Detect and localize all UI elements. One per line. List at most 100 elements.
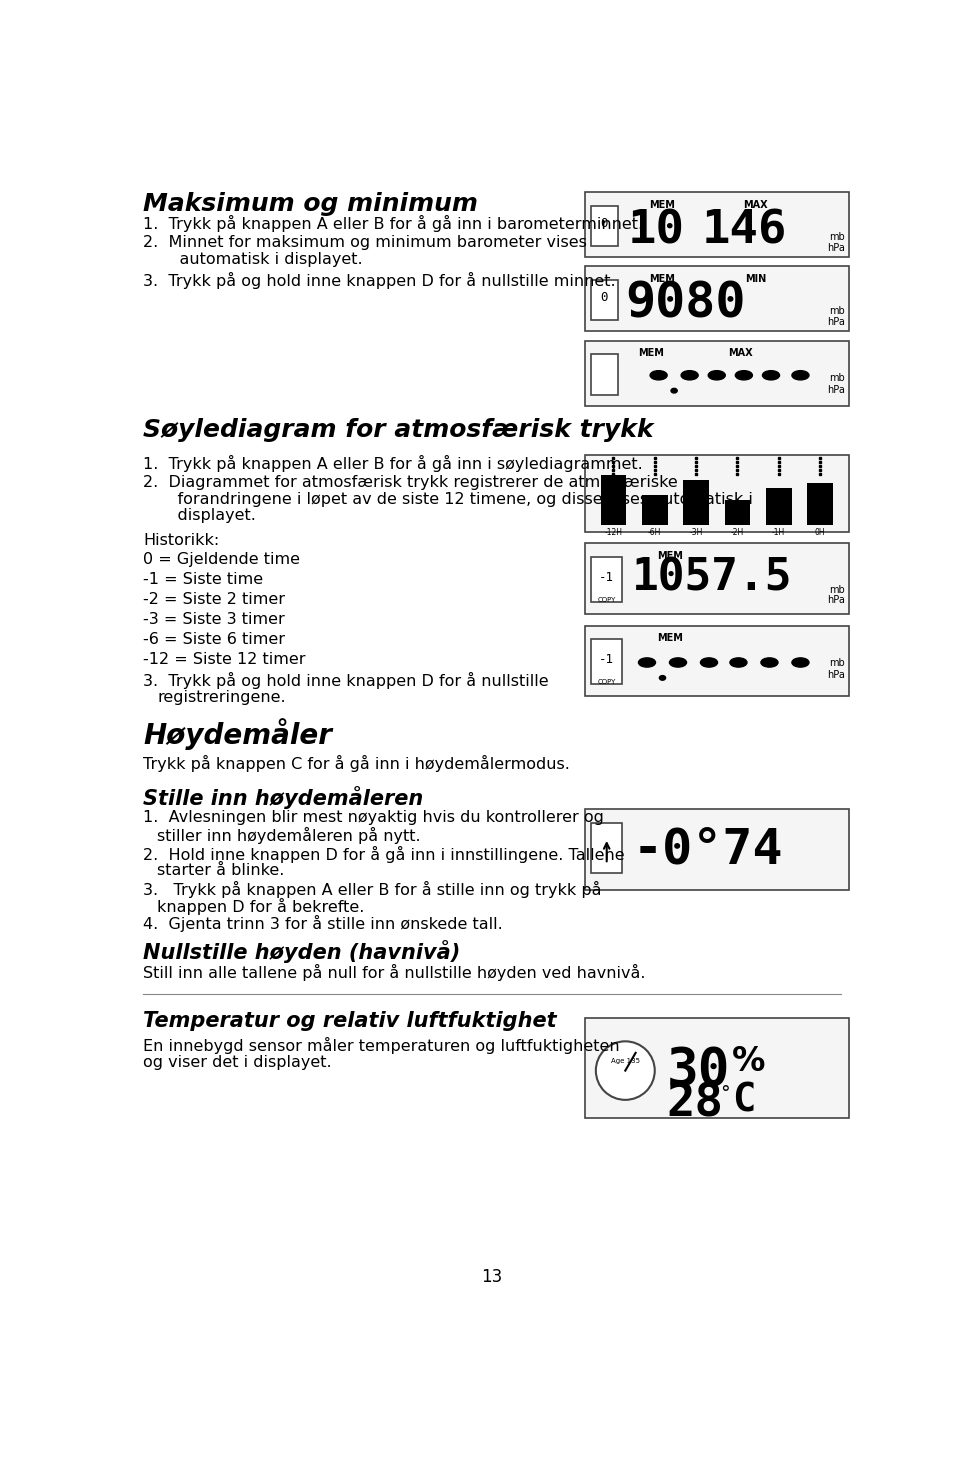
Text: 10: 10	[628, 209, 684, 254]
Bar	[725, 500, 751, 525]
Text: 1.  Trykk på knappen A eller B for å gå inn i barometerminnet.: 1. Trykk på knappen A eller B for å gå i…	[143, 214, 643, 232]
Bar	[766, 487, 792, 525]
Bar	[591, 557, 622, 601]
Bar	[585, 808, 849, 890]
Bar	[642, 496, 667, 525]
Text: Nullstille høyden (havnivå): Nullstille høyden (havnivå)	[143, 940, 461, 963]
Bar	[585, 626, 849, 696]
Ellipse shape	[761, 658, 778, 667]
Text: 2.  Hold inne knappen D for å gå inn i innstillingene. Tallene: 2. Hold inne knappen D for å gå inn i in…	[143, 846, 625, 862]
Text: mb: mb	[828, 232, 845, 242]
Text: MIN: MIN	[745, 274, 766, 283]
Text: 0H: 0H	[815, 528, 826, 537]
Text: Maksimum og minimum: Maksimum og minimum	[143, 193, 478, 216]
Bar	[591, 206, 617, 247]
Text: MEM: MEM	[658, 633, 684, 643]
Circle shape	[596, 1042, 655, 1100]
Bar	[807, 483, 833, 525]
Text: 4.  Gjenta trinn 3 for å stille inn ønskede tall.: 4. Gjenta trinn 3 for å stille inn ønske…	[143, 915, 503, 932]
Text: COPY: COPY	[597, 597, 616, 603]
Text: Trykk på knappen C for å gå inn i høydemålermodus.: Trykk på knappen C for å gå inn i høydem…	[143, 754, 570, 772]
Ellipse shape	[660, 676, 665, 680]
Text: displayet.: displayet.	[157, 509, 256, 524]
Text: hPa: hPa	[827, 595, 845, 605]
Text: Høydemåler: Høydemåler	[143, 718, 332, 750]
Text: Stille inn høydemåleren: Stille inn høydemåleren	[143, 786, 423, 808]
Text: -6 = Siste 6 timer: -6 = Siste 6 timer	[143, 632, 285, 646]
Text: -1: -1	[599, 654, 614, 665]
Text: -2 = Siste 2 timer: -2 = Siste 2 timer	[143, 592, 285, 607]
Bar	[585, 543, 849, 614]
Text: -3 = Siste 3 timer: -3 = Siste 3 timer	[143, 611, 285, 627]
Text: MAX: MAX	[728, 349, 753, 359]
Text: hPa: hPa	[827, 385, 845, 395]
Text: hPa: hPa	[827, 317, 845, 327]
Text: -12 = Siste 12 timer: -12 = Siste 12 timer	[143, 652, 305, 667]
Text: 1057.5: 1057.5	[632, 557, 792, 600]
Ellipse shape	[638, 658, 656, 667]
Text: -3H: -3H	[689, 528, 703, 537]
Text: 0: 0	[601, 217, 608, 231]
Text: MEM: MEM	[650, 274, 676, 283]
Text: 3.  Trykk på og hold inne knappen D for å nullstille minnet.: 3. Trykk på og hold inne knappen D for å…	[143, 271, 616, 289]
Text: 28: 28	[666, 1081, 724, 1126]
Text: starter å blinke.: starter å blinke.	[157, 862, 284, 878]
Bar	[585, 340, 849, 406]
Text: 2.  Diagrammet for atmosfærisk trykk registrerer de atmosfæriske: 2. Diagrammet for atmosfærisk trykk regi…	[143, 474, 678, 490]
Ellipse shape	[681, 371, 698, 379]
Text: -2H: -2H	[731, 528, 744, 537]
Ellipse shape	[669, 658, 686, 667]
Text: registreringene.: registreringene.	[157, 690, 286, 705]
Bar	[585, 193, 849, 257]
Ellipse shape	[792, 658, 809, 667]
Text: hPa: hPa	[827, 670, 845, 680]
Text: mb: mb	[828, 374, 845, 382]
Bar	[591, 823, 622, 872]
Text: MEM: MEM	[650, 200, 676, 210]
Text: Age 135: Age 135	[611, 1058, 639, 1064]
Ellipse shape	[762, 371, 780, 379]
Text: MEM: MEM	[638, 349, 663, 359]
Ellipse shape	[708, 371, 725, 379]
Text: -1H: -1H	[772, 528, 785, 537]
Text: MEM: MEM	[658, 552, 684, 560]
Ellipse shape	[792, 371, 809, 379]
Text: COPY: COPY	[597, 680, 616, 686]
Bar	[585, 1018, 849, 1119]
Text: og viser det i displayet.: og viser det i displayet.	[143, 1055, 332, 1071]
Text: mb: mb	[828, 585, 845, 595]
Ellipse shape	[671, 388, 677, 392]
Bar	[591, 639, 622, 684]
Text: Temperatur og relativ luftfuktighet: Temperatur og relativ luftfuktighet	[143, 1011, 557, 1030]
Text: mb: mb	[828, 306, 845, 317]
Text: Still inn alle tallene på null for å nullstille høyden ved havnivå.: Still inn alle tallene på null for å nul…	[143, 964, 646, 982]
Text: C: C	[732, 1081, 756, 1119]
Text: -1: -1	[599, 570, 614, 584]
Text: mb: mb	[828, 658, 845, 668]
Text: En innebygd sensor måler temperaturen og luftfuktigheten: En innebygd sensor måler temperaturen og…	[143, 1037, 620, 1053]
Text: 1.  Avlesningen blir mest nøyaktig hvis du kontrollerer og: 1. Avlesningen blir mest nøyaktig hvis d…	[143, 810, 604, 826]
Ellipse shape	[701, 658, 717, 667]
Text: stiller inn høydemåleren på nytt.: stiller inn høydemåleren på nytt.	[157, 827, 420, 845]
Text: 9080: 9080	[625, 280, 746, 328]
Text: -12H: -12H	[605, 528, 622, 537]
Text: hPa: hPa	[827, 242, 845, 252]
Text: Søylediagram for atmosfærisk trykk: Søylediagram for atmosfærisk trykk	[143, 417, 654, 442]
Text: -0°74: -0°74	[633, 826, 783, 874]
Text: MAX: MAX	[743, 200, 768, 210]
Text: Historikk:: Historikk:	[143, 533, 220, 549]
Text: 13: 13	[481, 1268, 503, 1287]
Text: 30: 30	[666, 1045, 730, 1097]
Text: automatisk i displayet.: automatisk i displayet.	[158, 252, 362, 267]
Text: %: %	[732, 1045, 766, 1078]
Text: 3.   Trykk på knappen A eller B for å stille inn og trykk på: 3. Trykk på knappen A eller B for å stil…	[143, 881, 602, 899]
Bar	[585, 266, 849, 331]
Ellipse shape	[650, 371, 667, 379]
Bar	[684, 480, 709, 525]
Text: knappen D for å bekrefte.: knappen D for å bekrefte.	[157, 899, 365, 915]
Text: 0 = Gjeldende time: 0 = Gjeldende time	[143, 552, 300, 566]
Bar	[591, 355, 617, 394]
Text: forandringene i løpet av de siste 12 timene, og disse vises automatisk i: forandringene i løpet av de siste 12 tim…	[157, 492, 753, 506]
Text: -1 = Siste time: -1 = Siste time	[143, 572, 263, 587]
Bar	[601, 476, 626, 525]
